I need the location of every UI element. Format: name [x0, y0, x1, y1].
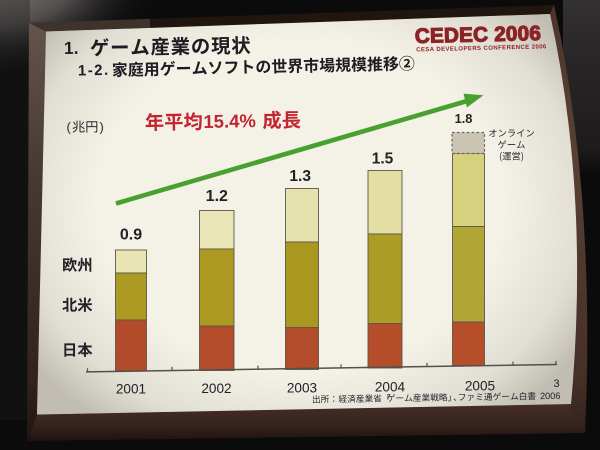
svg-text:2004: 2004 [375, 379, 406, 394]
svg-text:2006: 2006 [540, 391, 561, 401]
svg-text:1.2: 1.2 [206, 188, 228, 205]
svg-text:1.: 1. [64, 38, 79, 58]
svg-text:1-2.: 1-2. [78, 62, 110, 80]
svg-text:CEDEC 2006: CEDEC 2006 [415, 22, 542, 48]
svg-text:0.9: 0.9 [120, 227, 142, 244]
svg-text:1.8: 1.8 [455, 111, 473, 126]
svg-text:): ) [100, 120, 104, 135]
svg-text:3: 3 [553, 378, 559, 390]
svg-text:CESA DEVELOPERS CONFERENCE 200: CESA DEVELOPERS CONFERENCE 2006 [416, 44, 547, 53]
svg-text:2002: 2002 [201, 381, 231, 396]
svg-text:2001: 2001 [116, 382, 146, 397]
svg-text:2003: 2003 [287, 380, 317, 395]
svg-text:1.5: 1.5 [372, 151, 394, 168]
svg-text:2005: 2005 [465, 378, 495, 393]
svg-text:(: ( [67, 120, 72, 135]
svg-text:1.3: 1.3 [289, 168, 311, 185]
svg-text:15.4%: 15.4% [203, 110, 256, 132]
